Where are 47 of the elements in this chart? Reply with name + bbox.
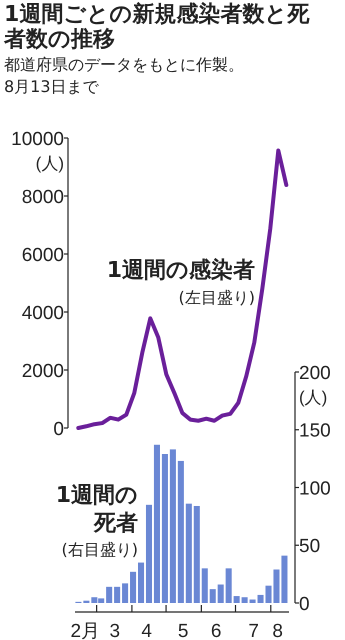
bar [265, 586, 272, 603]
bar [273, 570, 280, 603]
y-tick-label: 0 [53, 418, 64, 440]
bar [226, 568, 232, 603]
y2-tick-label: 150 [299, 420, 331, 442]
bar [130, 572, 136, 603]
text: 8月13日まで [4, 77, 99, 97]
y-tick-label: 10000 [11, 128, 64, 150]
bar [178, 460, 184, 603]
x-tick-label: 7 [248, 620, 259, 640]
x-tick-label: 3 [110, 620, 120, 640]
series-label: 1週間の死者 [54, 482, 138, 538]
chart-subtitle: 都道府県のデータをもとに作製。 [4, 55, 245, 75]
bar [138, 562, 144, 603]
bar [186, 504, 192, 603]
bar [122, 583, 128, 603]
bar [170, 449, 176, 603]
bar [242, 597, 248, 603]
bar [281, 556, 288, 603]
y-tick-label: 4000 [22, 302, 64, 324]
x-tick-label: 4 [141, 620, 152, 640]
bar [146, 504, 152, 603]
y-tick-label: 6000 [22, 244, 64, 266]
x-tick-label: 8 [272, 620, 283, 640]
series-label: 1週間の感染者 [106, 258, 255, 284]
y2-axis-title: (人) [299, 388, 328, 408]
y2-tick-label: 50 [299, 536, 320, 558]
bar [154, 444, 160, 603]
y2-tick-label: 200 [299, 362, 331, 384]
line-series [76, 148, 288, 430]
y-tick-label: 8000 [22, 186, 64, 208]
x-tick-label: 6 [210, 620, 222, 640]
y-tick-label: 2000 [22, 360, 64, 382]
bar [258, 594, 264, 603]
x-tick-label: 2月 [70, 620, 100, 640]
annotation: (左目盛り) [178, 288, 255, 309]
y-axis-title: (人) [36, 154, 64, 174]
bar [250, 600, 256, 603]
chart-title: 1週間ごとの新規感染者数と死者数の推移 [4, 2, 310, 52]
bar [106, 586, 112, 603]
bar [234, 596, 240, 603]
x-tick-label: 5 [178, 620, 188, 640]
bar [114, 586, 120, 603]
bar [162, 454, 168, 603]
annotation: (右目盛り) [60, 540, 138, 561]
y2-tick-label: 0 [299, 594, 310, 615]
y2-tick-label: 100 [299, 478, 331, 500]
